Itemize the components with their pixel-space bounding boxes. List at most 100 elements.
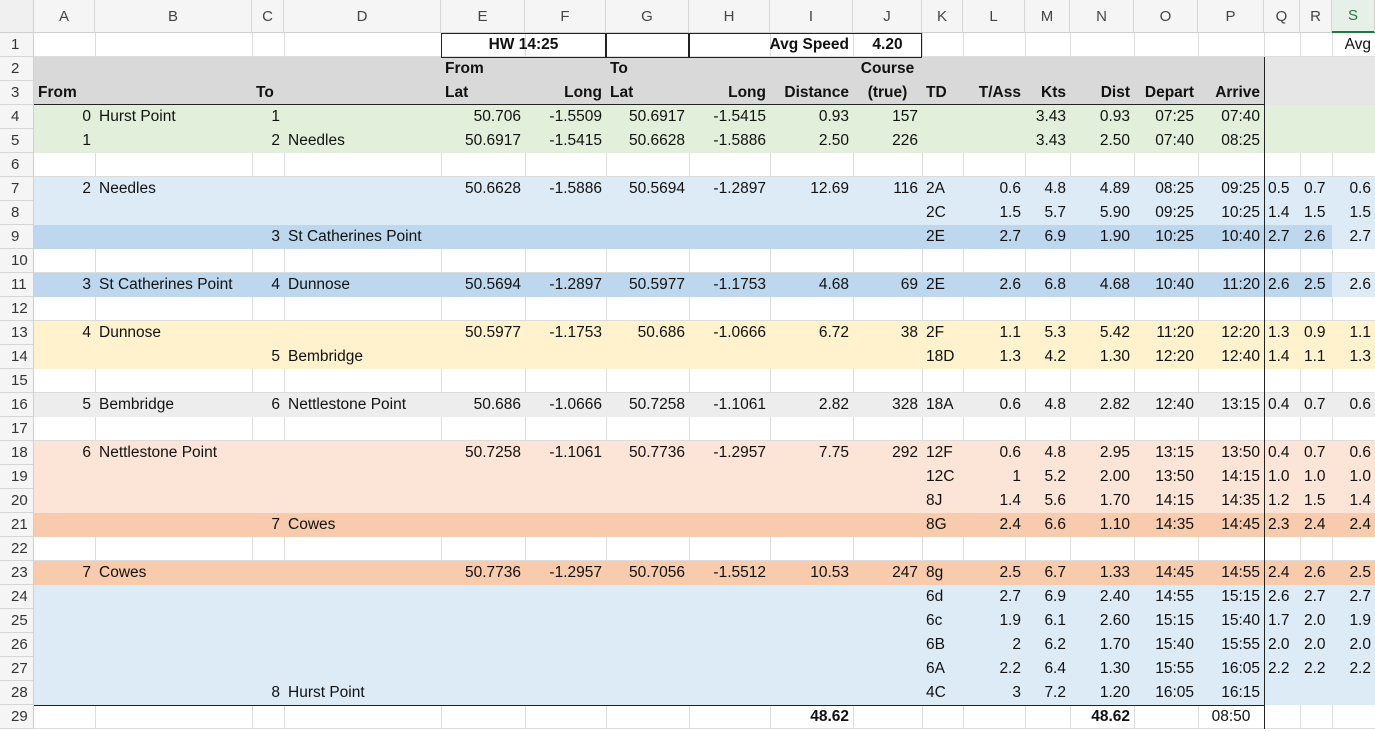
cell-P23[interactable]: 14:55 [1221,564,1260,581]
cell-M18[interactable]: 4.8 [1044,444,1066,461]
row-header-20[interactable]: 20 [0,489,34,513]
cell-O27[interactable]: 15:55 [1155,660,1194,677]
row-header-29[interactable]: 29 [0,705,34,729]
cell-R11[interactable]: 2.5 [1304,276,1326,293]
cell-F4[interactable]: -1.5509 [549,108,602,125]
row-header-1[interactable]: 1 [0,33,34,57]
cell-A5[interactable]: 1 [82,132,91,149]
cell-K28[interactable]: 4C [926,684,946,701]
column-header-B[interactable]: B [95,0,252,33]
cell-H5[interactable]: -1.5886 [713,132,766,149]
cell-K26[interactable]: 6B [926,636,945,653]
header-depart[interactable]: Depart [1144,84,1194,101]
cell-S20[interactable]: 1.4 [1349,492,1371,509]
header-to[interactable]: To [256,84,274,101]
cell-G18[interactable]: 50.7736 [628,444,685,461]
column-header-E[interactable]: E [441,0,525,33]
row-header-25[interactable]: 25 [0,609,34,633]
cell-K11[interactable]: 2E [926,276,945,293]
cell-R14[interactable]: 1.1 [1304,348,1326,365]
cell-N23[interactable]: 1.33 [1099,564,1130,581]
row-header-28[interactable]: 28 [0,681,34,705]
hw-time-cell[interactable]: HW 14:25 [488,36,559,53]
cell-H18[interactable]: -1.2957 [713,444,766,461]
cell-L8[interactable]: 1.5 [999,204,1021,221]
column-header-G[interactable]: G [606,0,689,33]
row-header-11[interactable]: 11 [0,273,34,297]
cell-J5[interactable]: 226 [892,132,918,149]
cell-Q20[interactable]: 1.2 [1268,492,1290,509]
cell-M4[interactable]: 3.43 [1035,108,1066,125]
cell-S23[interactable]: 2.5 [1349,564,1371,581]
cell-K27[interactable]: 6A [926,660,945,677]
cell-O26[interactable]: 15:40 [1155,636,1194,653]
column-header-K[interactable]: K [922,0,963,33]
row-header-19[interactable]: 19 [0,465,34,489]
cell-P20[interactable]: 14:35 [1221,492,1260,509]
cell-K21[interactable]: 8G [926,516,947,533]
cell-I13[interactable]: 6.72 [818,324,849,341]
cell-G4[interactable]: 50.6917 [628,108,685,125]
cell-O16[interactable]: 12:40 [1155,396,1194,413]
cell-S13[interactable]: 1.1 [1349,324,1371,341]
cell-S9[interactable]: 2.7 [1349,228,1371,245]
cell-F7[interactable]: -1.5886 [549,180,602,197]
cell-C5[interactable]: 2 [271,132,280,149]
cell-K7[interactable]: 2A [926,180,945,197]
column-header-R[interactable]: R [1300,0,1332,33]
cell-L16[interactable]: 0.6 [999,396,1021,413]
cell-Q19[interactable]: 1.0 [1268,468,1290,485]
cell-K20[interactable]: 8J [926,492,943,509]
cell-R7[interactable]: 0.7 [1304,180,1326,197]
row-header-22[interactable]: 22 [0,537,34,561]
cell-S14[interactable]: 1.3 [1349,348,1371,365]
cell-Q27[interactable]: 2.2 [1268,660,1290,677]
cell-J13[interactable]: 38 [900,324,918,341]
cell-K23[interactable]: 8g [926,564,944,581]
cell-P13[interactable]: 12:20 [1221,324,1260,341]
column-header-I[interactable]: I [770,0,853,33]
cell-K25[interactable]: 6c [926,612,943,629]
header-course[interactable]: (true) [867,84,908,101]
cell-P7[interactable]: 09:25 [1221,180,1260,197]
cell-Q9[interactable]: 2.7 [1268,228,1290,245]
cell-M8[interactable]: 5.7 [1044,204,1066,221]
cell-S26[interactable]: 2.0 [1349,636,1371,653]
cell-G11[interactable]: 50.5977 [628,276,685,293]
cell-P18[interactable]: 13:50 [1221,444,1260,461]
avg-speed-label[interactable]: Avg Speed [769,36,849,53]
cell-P26[interactable]: 15:55 [1221,636,1260,653]
cell-P28[interactable]: 16:15 [1221,684,1260,701]
cell-F5[interactable]: -1.5415 [549,132,602,149]
cell-I23[interactable]: 10.53 [810,564,849,581]
cell-M21[interactable]: 6.6 [1044,516,1066,533]
row-header-5[interactable]: 5 [0,129,34,153]
cell-M25[interactable]: 6.1 [1044,612,1066,629]
header-course_top[interactable]: Course [860,60,915,77]
cell-M19[interactable]: 5.2 [1044,468,1066,485]
cell-N5[interactable]: 2.50 [1099,132,1130,149]
row-header-24[interactable]: 24 [0,585,34,609]
cell-E7[interactable]: 50.6628 [464,180,521,197]
cell-B13[interactable]: Dunnose [99,324,162,341]
row-header-17[interactable]: 17 [0,417,34,441]
header-td[interactable]: TD [926,84,947,101]
column-header-F[interactable]: F [525,0,606,33]
cell-P5[interactable]: 08:25 [1221,132,1260,149]
cell-F16[interactable]: -1.0666 [549,396,602,413]
column-header-Q[interactable]: Q [1264,0,1300,33]
column-header-L[interactable]: L [963,0,1025,33]
cell-H7[interactable]: -1.2897 [713,180,766,197]
cell-B4[interactable]: Hurst Point [99,108,176,125]
cell-M14[interactable]: 4.2 [1044,348,1066,365]
header-lat1[interactable]: Lat [445,84,469,101]
column-header-D[interactable]: D [284,0,441,33]
cell-Q7[interactable]: 0.5 [1268,180,1290,197]
cell-G5[interactable]: 50.6628 [628,132,685,149]
cell-I7[interactable]: 12.69 [810,180,849,197]
cell-Q25[interactable]: 1.7 [1268,612,1290,629]
cell-Q23[interactable]: 2.4 [1268,564,1290,581]
cell-E23[interactable]: 50.7736 [464,564,521,581]
cell-S24[interactable]: 2.7 [1349,588,1371,605]
cell-M7[interactable]: 4.8 [1044,180,1066,197]
